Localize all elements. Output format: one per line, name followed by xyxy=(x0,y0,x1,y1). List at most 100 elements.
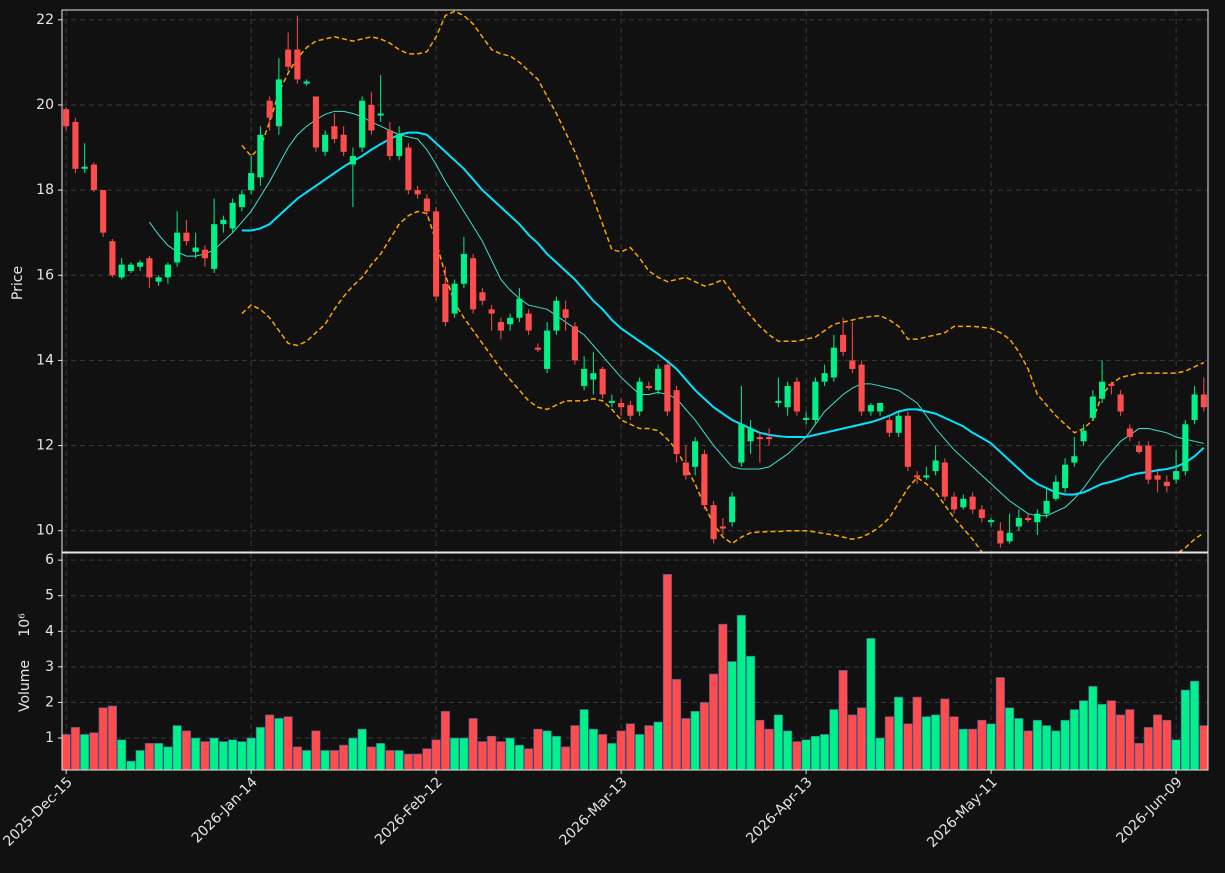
volume-bar xyxy=(598,734,608,770)
volume-bar xyxy=(181,730,191,770)
candle-body xyxy=(858,364,865,412)
volume-bar xyxy=(551,735,561,770)
volume-bar xyxy=(958,728,968,770)
candle-body xyxy=(969,496,976,510)
volume-bar xyxy=(339,744,349,770)
volume-bar xyxy=(542,730,552,770)
volume-bar xyxy=(172,725,182,770)
volume-bar xyxy=(727,661,737,770)
volume-bar xyxy=(746,655,756,770)
volume-bar xyxy=(117,739,127,770)
y-tick-label: 3 xyxy=(45,659,54,675)
candle-body xyxy=(451,283,458,314)
volume-bar xyxy=(246,737,256,770)
candle-body xyxy=(812,381,819,421)
volume-bar xyxy=(283,716,293,770)
volume-bar xyxy=(644,725,654,770)
volume-bar xyxy=(440,711,450,770)
volume-bar xyxy=(801,739,811,770)
volume-bar xyxy=(903,723,913,770)
candle-body xyxy=(433,211,440,297)
volume-bar xyxy=(709,673,719,770)
volume-bar xyxy=(1005,707,1015,770)
volume-bar xyxy=(847,714,857,770)
candle-body xyxy=(932,460,939,472)
volume-bar xyxy=(107,705,117,770)
volume-bar xyxy=(1116,714,1126,770)
candle-body xyxy=(359,100,366,148)
candle-body xyxy=(1108,383,1115,386)
volume-bar xyxy=(62,734,71,770)
candle-body xyxy=(627,405,634,416)
volume-bar xyxy=(1180,689,1190,770)
candle-body xyxy=(516,298,523,318)
candle-body xyxy=(618,402,625,408)
candle-body xyxy=(1117,394,1124,412)
candle-body xyxy=(692,441,699,467)
volume-bar xyxy=(968,728,978,770)
candle-body xyxy=(1034,513,1041,523)
y-tick-label: 16 xyxy=(36,267,54,283)
volume-bar xyxy=(736,614,746,770)
volume-bar xyxy=(394,750,404,770)
candle-body xyxy=(220,219,227,225)
candle-body xyxy=(710,505,717,540)
candle-body xyxy=(90,164,97,191)
indicator-line xyxy=(241,210,1205,552)
volume-bar xyxy=(1088,686,1098,770)
candle-body xyxy=(312,96,319,148)
volume-bar xyxy=(1106,700,1116,770)
volume-axis-label: Volume xyxy=(17,660,33,712)
y-tick-label: 5 xyxy=(45,588,54,604)
candle-body xyxy=(146,258,153,278)
candle-body xyxy=(109,241,116,276)
candle-body xyxy=(951,496,958,510)
candle-body xyxy=(442,283,449,323)
candle-body xyxy=(1043,500,1050,514)
candle-body xyxy=(636,381,643,412)
candle-body xyxy=(756,437,763,440)
volume-bar xyxy=(228,739,238,770)
candle-body xyxy=(581,368,588,386)
candle-body xyxy=(1173,471,1180,480)
volume-bar xyxy=(126,760,136,770)
candle-body xyxy=(396,134,403,157)
volume-bar xyxy=(912,696,922,770)
volume-bar xyxy=(366,746,376,770)
volume-bar xyxy=(699,702,709,770)
volume-bar xyxy=(1060,719,1070,770)
candle-body xyxy=(340,134,347,152)
indicator-line xyxy=(241,10,1205,434)
y-tick-label: 14 xyxy=(36,352,54,368)
candle-body xyxy=(775,400,782,403)
candle-body xyxy=(349,156,356,165)
volume-bar xyxy=(875,737,885,770)
candle-body xyxy=(1136,445,1143,452)
candle-body xyxy=(719,526,726,529)
volume-bar xyxy=(1014,718,1024,770)
candle-body xyxy=(655,368,662,391)
candle-body xyxy=(294,49,301,80)
volume-bar xyxy=(357,728,367,770)
volume-bar xyxy=(866,638,876,770)
candle-body xyxy=(164,264,171,278)
volume-bar xyxy=(89,732,99,770)
candle-body xyxy=(1015,517,1022,527)
candle-body xyxy=(590,373,597,380)
candle-body xyxy=(275,79,282,127)
volume-bar xyxy=(514,744,524,770)
candle-body xyxy=(127,264,134,271)
volume-bar xyxy=(524,748,534,770)
candle-body xyxy=(174,232,181,263)
candle-body xyxy=(904,415,911,467)
volume-bar xyxy=(376,743,386,770)
volume-bar xyxy=(422,748,432,770)
volume-bar xyxy=(302,750,312,770)
volume-bar xyxy=(1134,743,1144,770)
candle-body xyxy=(553,300,560,331)
volume-bar xyxy=(884,716,894,770)
candle-body xyxy=(525,313,532,331)
candle-body xyxy=(830,347,837,378)
volume-bar xyxy=(653,721,663,770)
candle-body xyxy=(1163,481,1170,487)
